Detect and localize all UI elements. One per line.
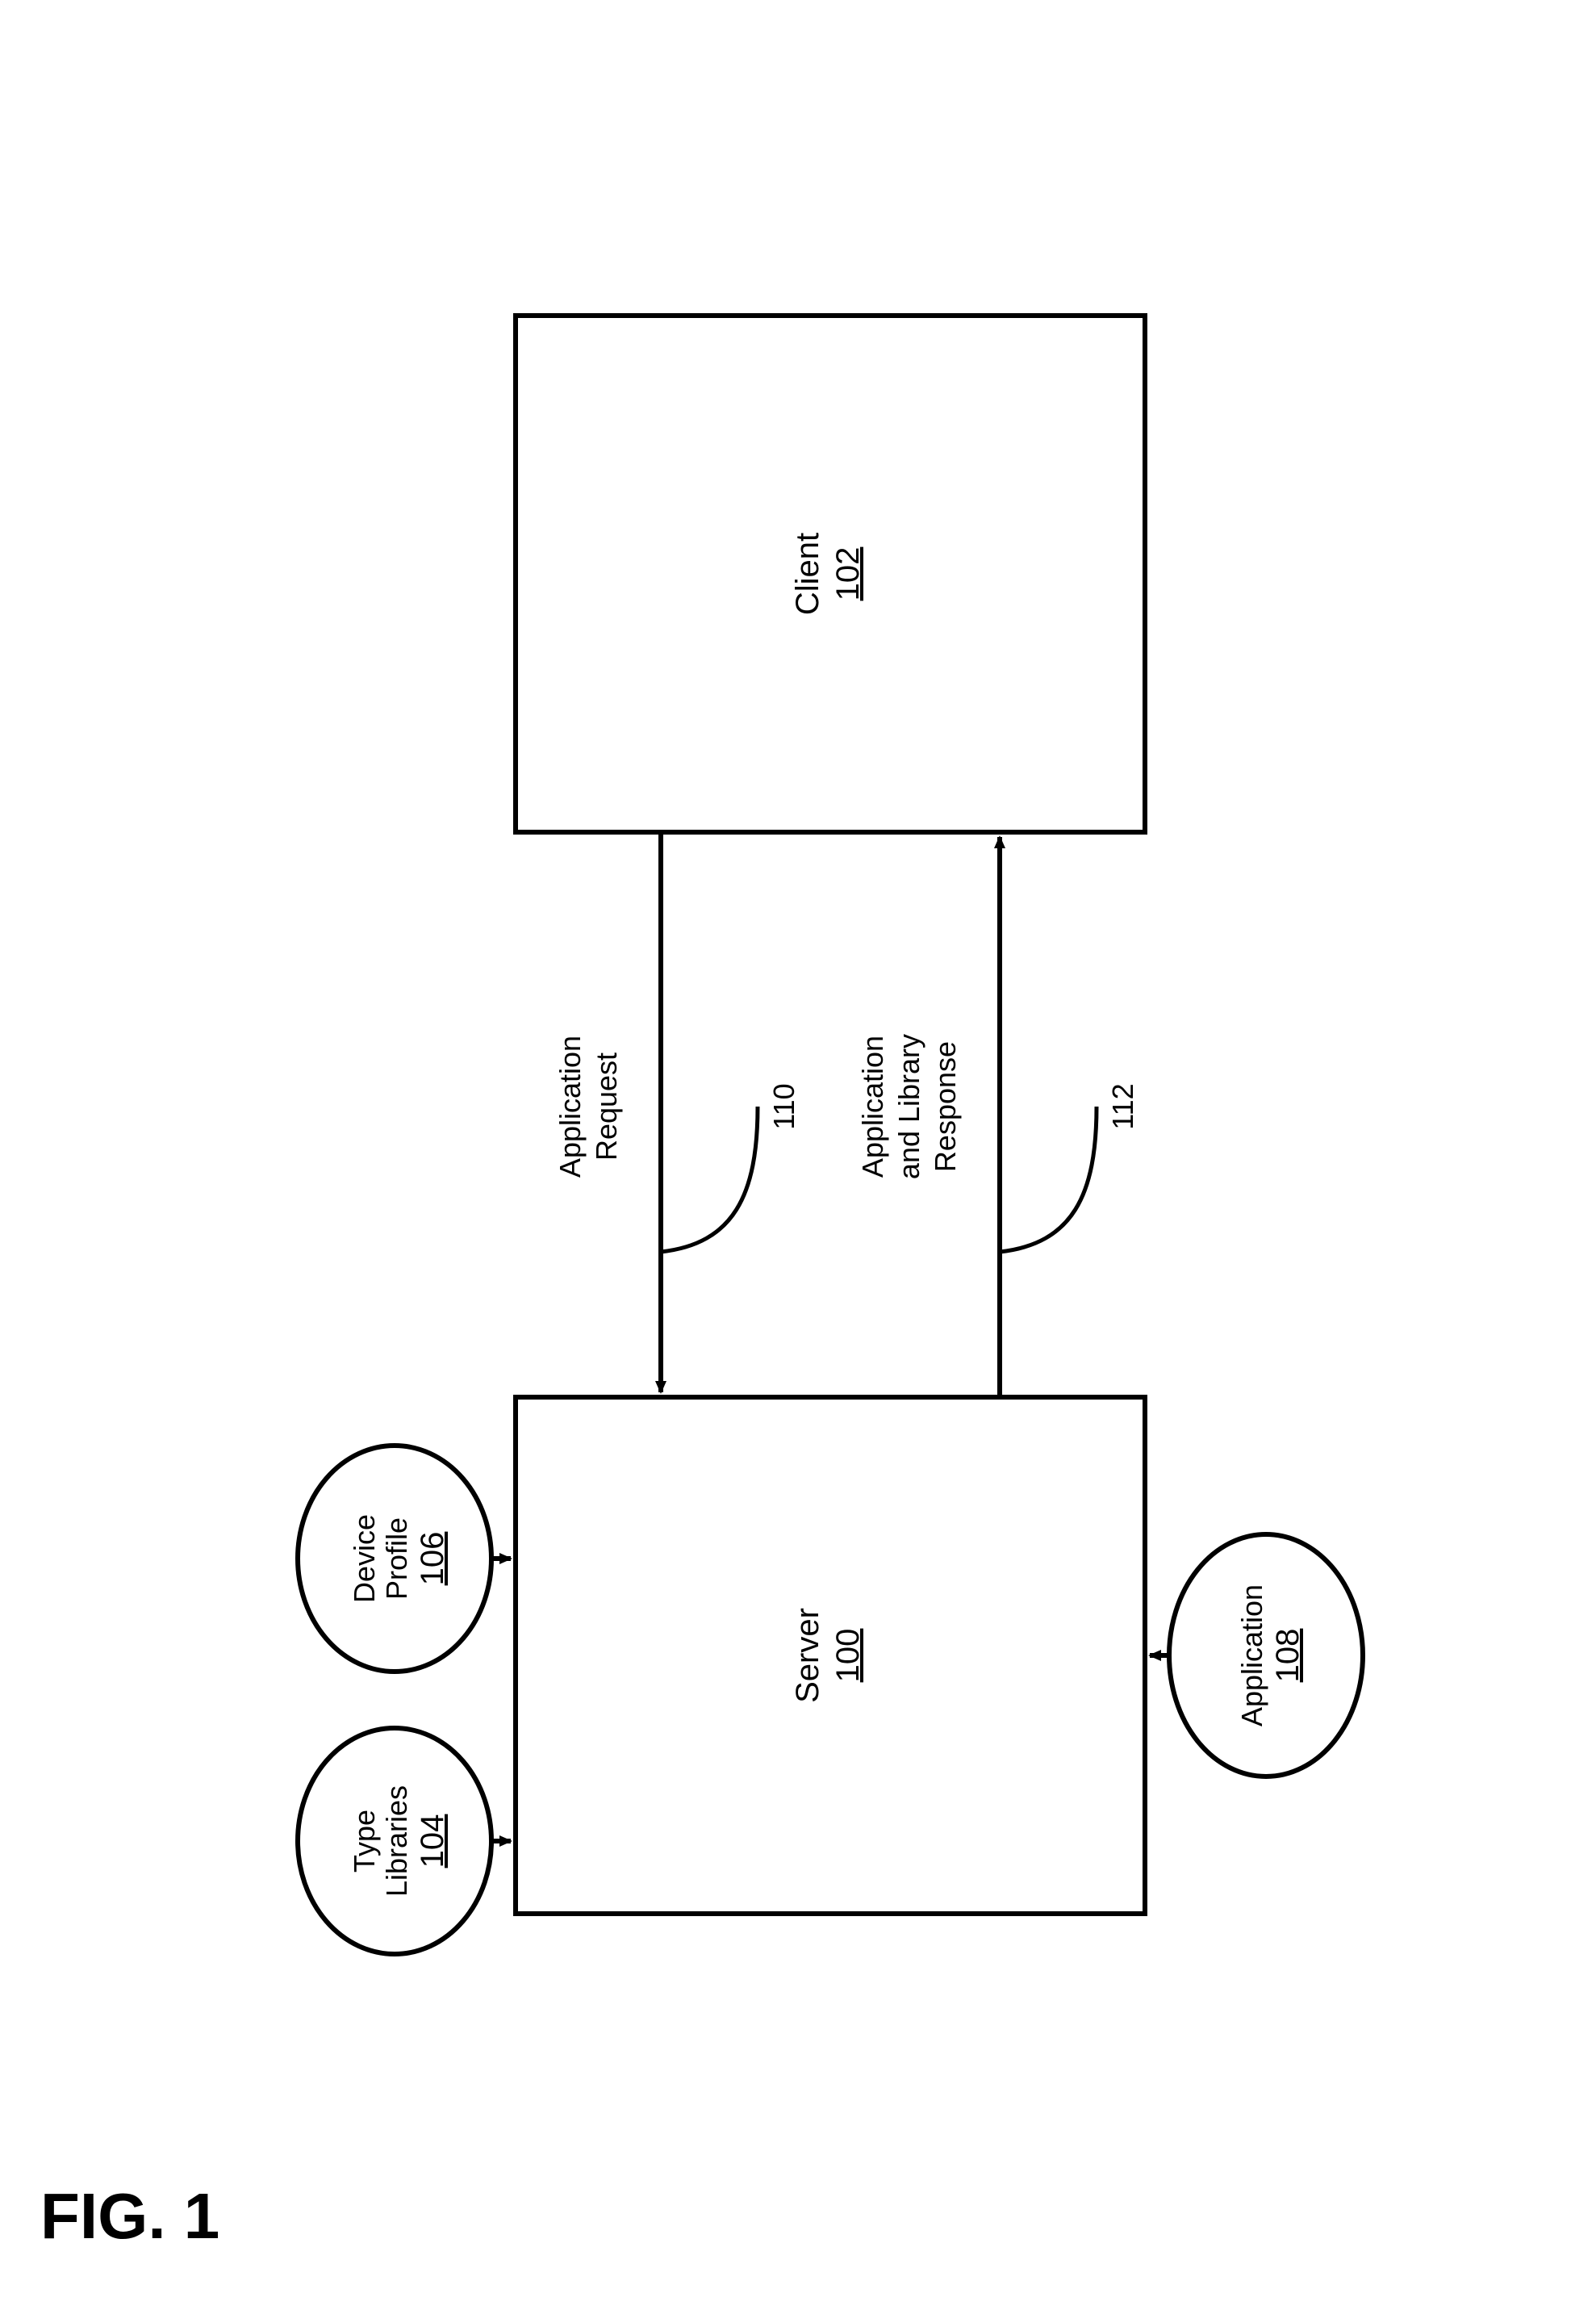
client-node: Client 102 [516,316,1145,832]
client-ref: 102 [830,547,866,601]
request-label2: Request [590,1052,623,1161]
device-profile-label2: Profile [380,1517,413,1600]
request-callout [661,1107,758,1252]
type-libraries-label1: Type [348,1810,381,1873]
client-label: Client [790,533,825,615]
server-ref: 100 [830,1629,866,1683]
type-libraries-node: Type Libraries 104 [298,1728,491,1954]
response-label2: and Library [892,1034,925,1179]
response-label3: Response [929,1041,962,1172]
response-label1: Application [856,1036,889,1178]
device-profile-node: Device Profile 106 [298,1446,491,1672]
figure-label: FIG. 1 [40,2179,219,2254]
request-ref: 110 [767,1083,800,1129]
request-label1: Application [554,1036,587,1178]
type-libraries-label2: Libraries [380,1785,413,1897]
server-node: Server 100 [516,1397,1145,1914]
response-edge: Application and Library Response 112 [856,837,1139,1397]
application-label: Application [1235,1584,1268,1726]
device-profile-label1: Device [348,1514,381,1603]
device-profile-ref: 106 [415,1532,450,1586]
diagram-container: Server 100 Client 102 Type Libraries 104… [112,186,1484,2124]
response-ref: 112 [1106,1083,1139,1129]
request-edge: Application Request 110 [554,832,800,1392]
application-ref: 108 [1270,1629,1306,1683]
diagram-svg: Server 100 Client 102 Type Libraries 104… [112,186,1484,2124]
server-label: Server [790,1608,825,1703]
application-node: Application 108 [1169,1534,1363,1776]
type-libraries-ref: 104 [415,1814,450,1869]
response-callout [1000,1107,1097,1252]
